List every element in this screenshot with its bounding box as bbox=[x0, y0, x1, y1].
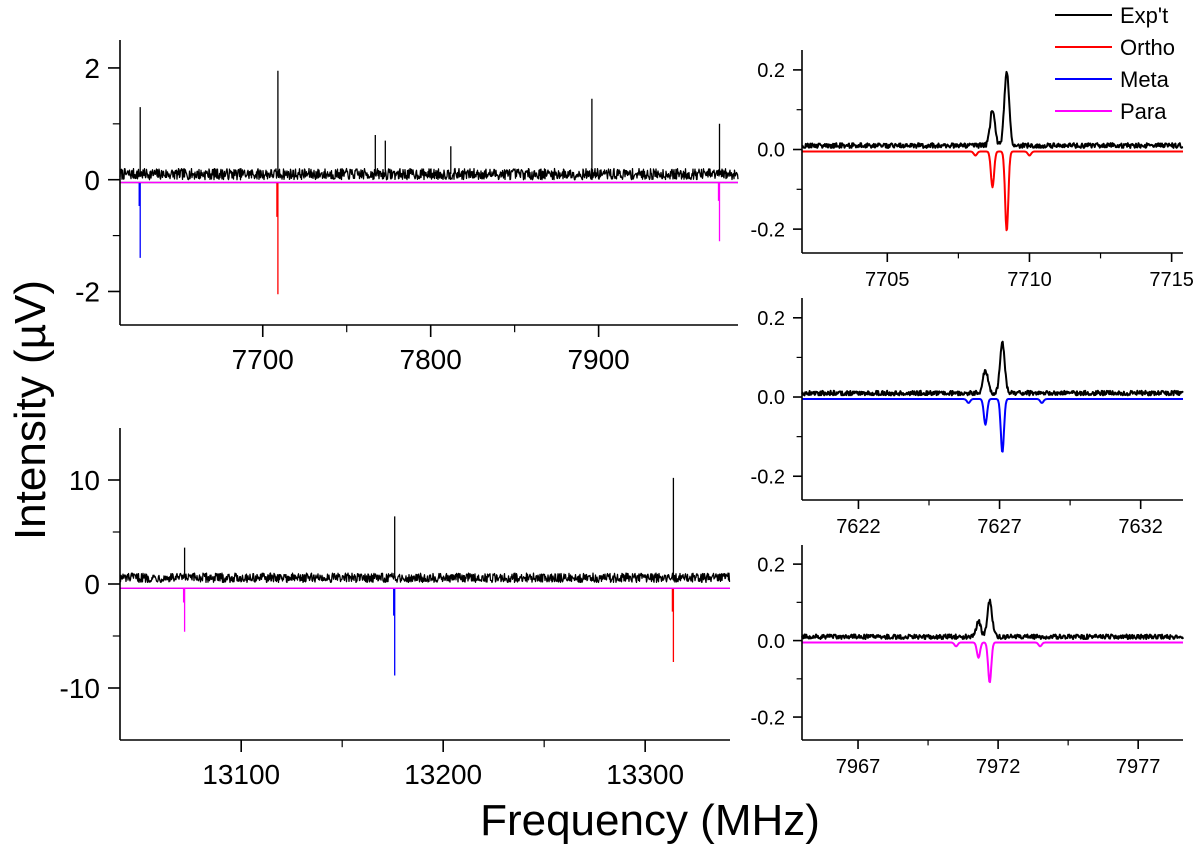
p2-series-para bbox=[120, 587, 730, 632]
p5-y-tick-label: 0.0 bbox=[757, 631, 785, 653]
panel-zoom-para: 7967 7972 7977 -0.2 0.0 0.2 bbox=[751, 545, 1184, 778]
p2-x-tick-label: 13300 bbox=[606, 759, 684, 790]
p2-x-tick-label: 13100 bbox=[202, 759, 280, 790]
panel-zoom-ortho: 7705 7710 7715 -0.2 0.0 0.2 bbox=[751, 50, 1194, 291]
legend-label-ortho: Ortho bbox=[1120, 35, 1175, 60]
p1-series-meta bbox=[120, 181, 738, 258]
p1-x-tick-label: 7800 bbox=[400, 344, 462, 375]
panel-overview-13200: 13100 13200 13300 -10 0 10 bbox=[60, 428, 731, 790]
p4-x-tick-label: 7627 bbox=[977, 516, 1022, 538]
p4-y-tick-label: 0.0 bbox=[757, 387, 785, 409]
legend-label-meta: Meta bbox=[1120, 67, 1170, 92]
p4-y-tick-label: -0.2 bbox=[751, 466, 785, 488]
p5-y-tick-label: -0.2 bbox=[751, 707, 785, 729]
p3-series-expt bbox=[801, 70, 1184, 149]
y-axis-label: Intensity (µV) bbox=[6, 280, 55, 540]
p1-y-tick-label: -2 bbox=[75, 277, 100, 308]
p1-y-tick-label: 2 bbox=[84, 53, 100, 84]
p2-series-meta bbox=[120, 587, 730, 676]
p1-x-tick-label: 7900 bbox=[567, 344, 629, 375]
p5-x-tick-label: 7972 bbox=[976, 756, 1021, 778]
legend-label-expt: Exp't bbox=[1120, 3, 1168, 28]
p2-y-tick-label: 10 bbox=[69, 465, 100, 496]
p4-series-meta bbox=[801, 398, 1184, 453]
p2-y-tick-label: -10 bbox=[60, 673, 100, 704]
x-axis-label: Frequency (MHz) bbox=[480, 796, 820, 845]
panel-zoom-meta: 7622 7627 7632 -0.2 0.0 0.2 bbox=[751, 298, 1184, 538]
p1-series-ortho bbox=[120, 181, 738, 295]
p5-series-expt bbox=[801, 598, 1184, 640]
panel-overview-7700: 7700 7800 7900 -2 0 2 bbox=[75, 40, 739, 375]
p3-x-tick-label: 7705 bbox=[865, 269, 910, 291]
legend: Exp't Ortho Meta Para bbox=[1055, 3, 1175, 124]
p5-x-tick-label: 7977 bbox=[1116, 756, 1161, 778]
legend-entry-ortho: Ortho bbox=[1055, 35, 1175, 60]
p3-series-ortho bbox=[801, 150, 1184, 232]
p1-series-para bbox=[120, 181, 738, 242]
p3-y-tick-label: 0.0 bbox=[757, 140, 785, 162]
p1-series-expt bbox=[119, 70, 739, 181]
p1-x-tick-label: 7700 bbox=[232, 344, 294, 375]
p2-x-tick-label: 13200 bbox=[404, 759, 482, 790]
p2-series-expt bbox=[119, 477, 731, 584]
p3-x-tick-label: 7715 bbox=[1149, 269, 1194, 291]
p2-y-tick-label: 0 bbox=[84, 569, 100, 600]
p1-y-tick-label: 0 bbox=[84, 165, 100, 196]
p3-y-tick-label: 0.2 bbox=[757, 60, 785, 82]
p4-x-tick-label: 7632 bbox=[1118, 516, 1163, 538]
legend-entry-expt: Exp't bbox=[1055, 3, 1168, 28]
legend-entry-meta: Meta bbox=[1055, 67, 1170, 92]
p5-y-tick-label: 0.2 bbox=[757, 554, 785, 576]
p3-x-tick-label: 7710 bbox=[1007, 269, 1052, 291]
p5-x-tick-label: 7967 bbox=[836, 756, 881, 778]
legend-label-para: Para bbox=[1120, 99, 1167, 124]
p2-series-ortho bbox=[120, 587, 730, 662]
p5-series-para bbox=[801, 641, 1184, 684]
p4-series-expt bbox=[801, 340, 1184, 397]
legend-entry-para: Para bbox=[1055, 99, 1167, 124]
p4-x-tick-label: 7622 bbox=[836, 516, 881, 538]
p3-y-tick-label: -0.2 bbox=[751, 219, 785, 241]
p4-y-tick-label: 0.2 bbox=[757, 308, 785, 330]
